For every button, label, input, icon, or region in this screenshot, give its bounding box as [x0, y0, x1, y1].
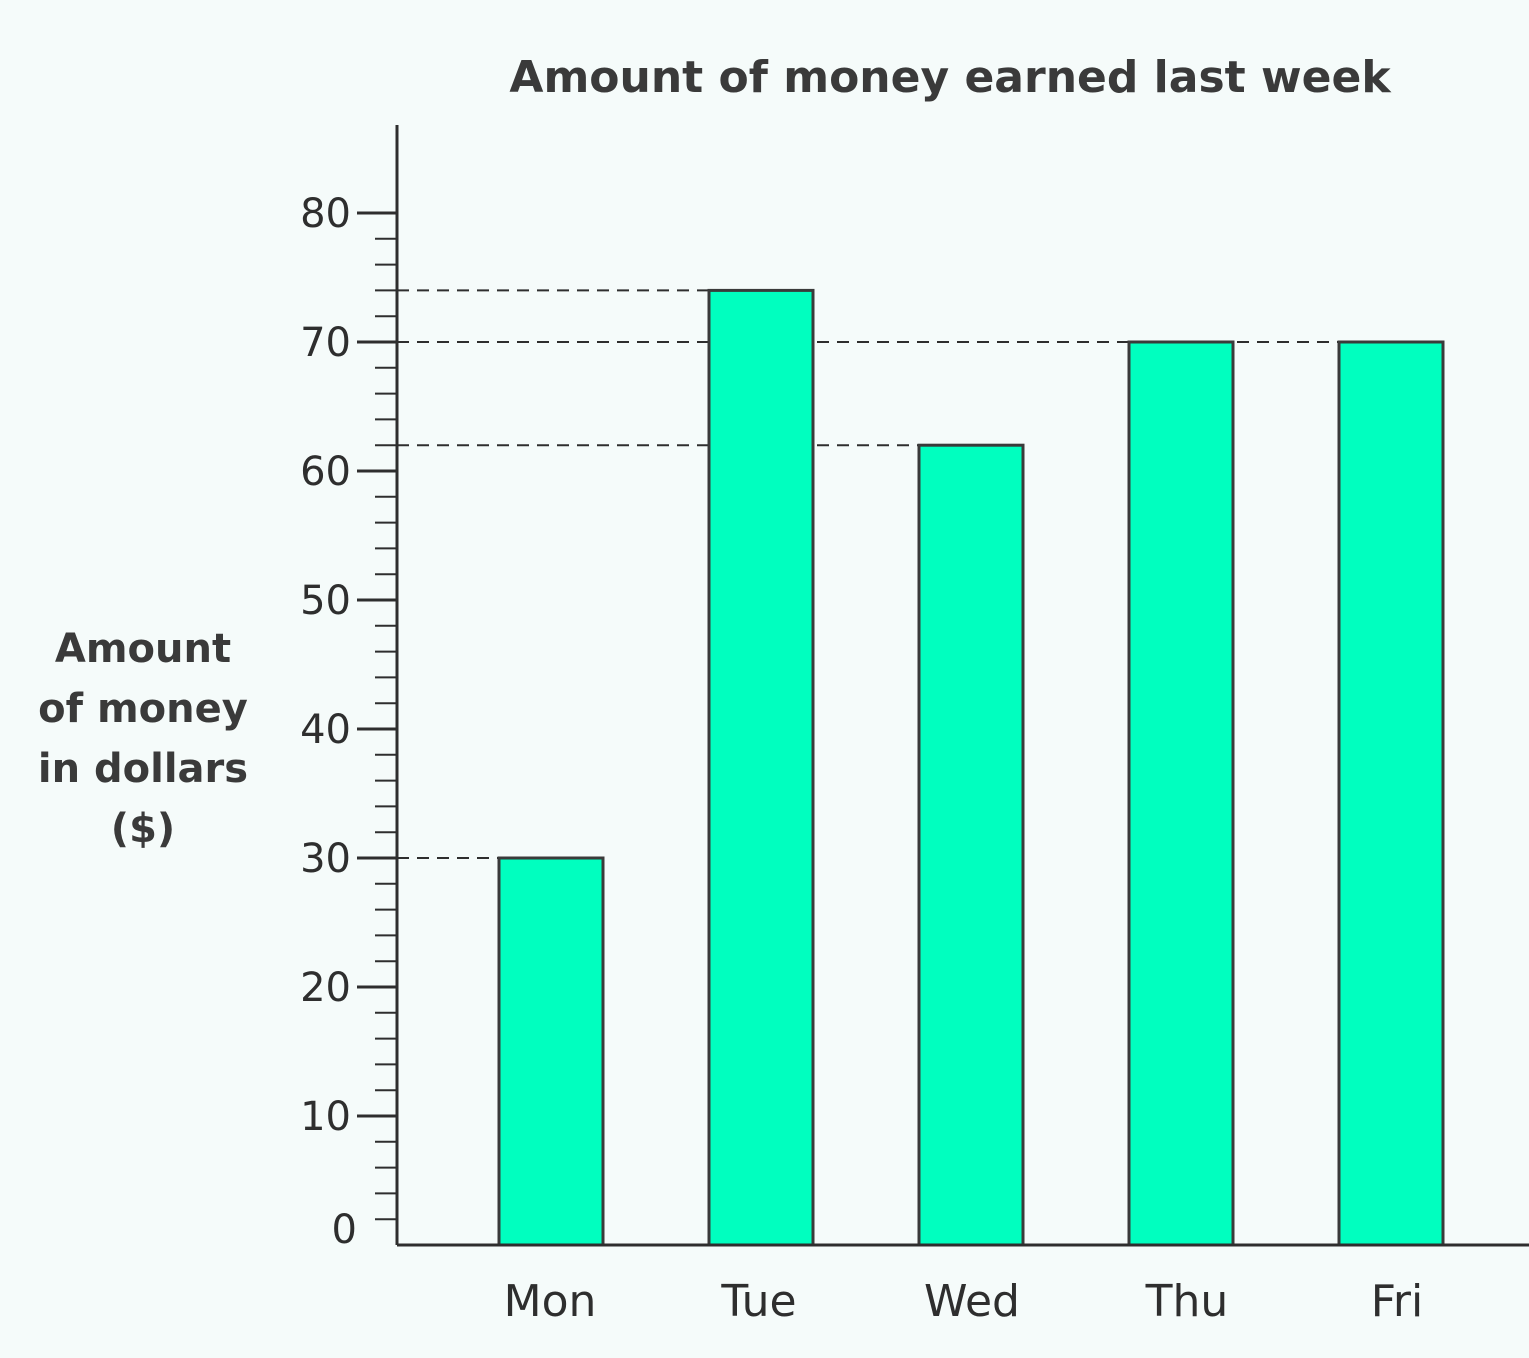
y-tick-label: 50 [300, 578, 351, 624]
y-tick-label: 10 [300, 1094, 351, 1140]
bar [917, 443, 1025, 1247]
bar [497, 856, 605, 1247]
bar [707, 288, 815, 1247]
y-axis-label-line: of money [38, 686, 248, 732]
y-tick-label: 60 [300, 449, 351, 495]
bar [1127, 340, 1235, 1247]
x-tick-label: Tue [720, 1276, 796, 1327]
x-tick-label: Thu [1145, 1276, 1229, 1327]
y-axis-label: Amount of money in dollars ($) [38, 626, 248, 852]
y-axis-label-line: ($) [111, 806, 175, 852]
x-tick-label: Fri [1371, 1276, 1423, 1327]
y-tick-label: 80 [300, 191, 351, 237]
bars [497, 288, 1445, 1247]
y-tick-label: 30 [300, 836, 351, 882]
x-tick-label: Mon [504, 1276, 597, 1327]
bar [1337, 340, 1445, 1247]
y-tick-label: 70 [300, 320, 351, 366]
y-axis: 0 10 20 30 40 50 60 70 80 [300, 125, 399, 1253]
y-axis-label-line: in dollars [38, 746, 248, 792]
y-axis-label-line: Amount [55, 626, 231, 672]
x-tick-label: Wed [924, 1276, 1020, 1327]
y-tick-label: 40 [300, 707, 351, 753]
chart-title: Amount of money earned last week [509, 52, 1392, 103]
y-tick-label: 0 [332, 1207, 357, 1253]
x-axis: Mon Tue Wed Thu Fri [397, 1243, 1529, 1327]
y-tick-label: 20 [300, 965, 351, 1011]
